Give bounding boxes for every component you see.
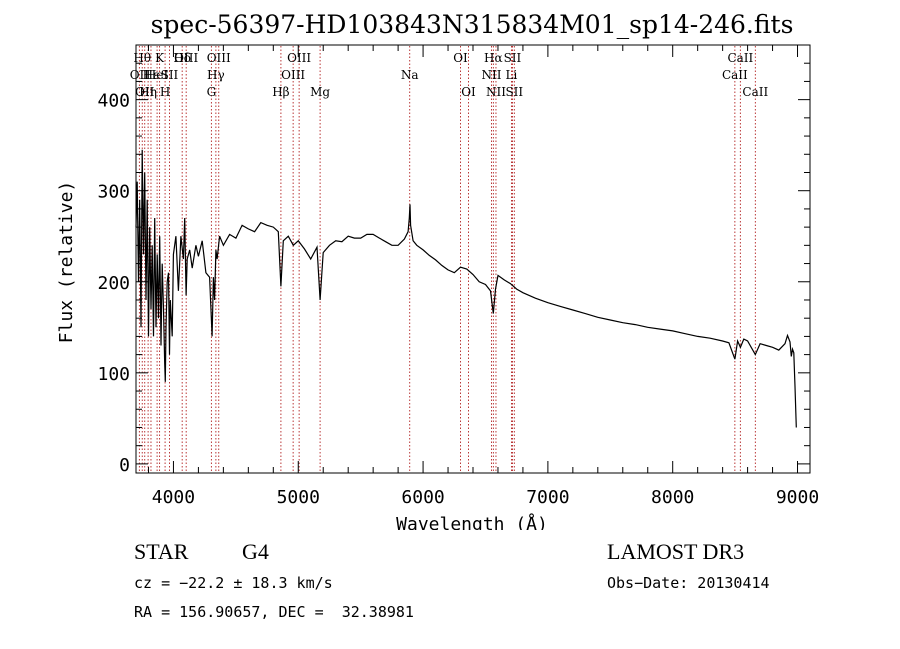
line-label-3: Hη bbox=[139, 85, 157, 99]
y-tick-label-4: 400 bbox=[97, 91, 130, 112]
x-tick-label-1: 5000 bbox=[277, 487, 320, 508]
line-label-26: SII bbox=[505, 85, 523, 99]
plot-frame bbox=[135, 44, 811, 474]
y-tick-label-3: 300 bbox=[97, 182, 130, 203]
line-label-7: H bbox=[160, 85, 170, 99]
spectrum-line bbox=[135, 149, 797, 428]
x-tick-label-4: 8000 bbox=[651, 487, 694, 508]
line-label-0: OII bbox=[130, 68, 150, 82]
chart-title: spec-56397-HD103843N315834M01_sp14-246.f… bbox=[151, 10, 794, 39]
line-label-6: K bbox=[155, 51, 165, 65]
y-axis: 0 100 200 300 400 bbox=[97, 62, 810, 476]
object-subclass: G4 bbox=[242, 539, 269, 564]
line-label-25: SII bbox=[504, 51, 522, 65]
line-label-22: Hα bbox=[484, 51, 503, 65]
x-tick-label-3: 7000 bbox=[526, 487, 569, 508]
line-label-19: OI bbox=[453, 51, 468, 65]
line-label-18: Na bbox=[401, 68, 419, 82]
line-label-27: CaII bbox=[722, 68, 748, 82]
line-label-11: G bbox=[207, 85, 217, 99]
y-tick-label-1: 100 bbox=[97, 364, 130, 385]
x-axis-label: Wavelength (Å) bbox=[396, 513, 548, 530]
line-label-1: Hθ bbox=[133, 51, 151, 65]
line-label-28: CaII bbox=[727, 51, 753, 65]
line-label-21: NII bbox=[481, 68, 501, 82]
line-label-16: OIII bbox=[287, 51, 311, 65]
line-label-14: Hβ bbox=[272, 85, 289, 99]
redshift-velocity: cz = −22.2 ± 18.3 km/s bbox=[134, 574, 333, 592]
line-label-8: SII bbox=[161, 68, 179, 82]
line-label-20: OI bbox=[461, 85, 476, 99]
x-tick-label-5: 9000 bbox=[776, 487, 819, 508]
survey-label: LAMOST DR3 bbox=[607, 539, 745, 564]
line-label-5: HeI bbox=[146, 68, 169, 82]
spectral-line-labels: OIIHθOIIHηHεHeIKHSIIHδOIIIGHγOIIIHβOIIIO… bbox=[130, 51, 769, 99]
object-class: STAR bbox=[134, 539, 189, 564]
line-label-24: Li bbox=[506, 68, 518, 82]
line-label-4: Hε bbox=[143, 68, 160, 82]
line-label-9: Hδ bbox=[173, 51, 191, 65]
line-label-12: Hγ bbox=[207, 68, 225, 82]
observation-date: Obs−Date: 20130414 bbox=[607, 574, 770, 592]
line-label-10: OIII bbox=[174, 51, 198, 65]
spectral-line-markers bbox=[138, 46, 756, 472]
y-axis-label: Flux (relative) bbox=[56, 181, 77, 344]
sky-coordinates: RA = 156.90657, DEC = 32.38981 bbox=[134, 603, 414, 621]
y-tick-label-2: 200 bbox=[97, 273, 130, 294]
y-tick-label-0: 0 bbox=[119, 455, 130, 476]
line-label-2: OII bbox=[135, 85, 155, 99]
line-label-15: OIII bbox=[281, 68, 305, 82]
line-label-23: NII bbox=[486, 85, 506, 99]
x-tick-label-2: 6000 bbox=[401, 487, 444, 508]
line-label-13: OIII bbox=[207, 51, 231, 65]
spectrum-chart: spec-56397-HD103843N315834M01_sp14-246.f… bbox=[56, 10, 819, 535]
line-label-17: Mg bbox=[310, 85, 330, 99]
x-axis: 4000 5000 6000 7000 8000 9000 bbox=[147, 45, 819, 508]
line-label-29: CaII bbox=[742, 85, 768, 99]
x-tick-label-0: 4000 bbox=[152, 487, 195, 508]
